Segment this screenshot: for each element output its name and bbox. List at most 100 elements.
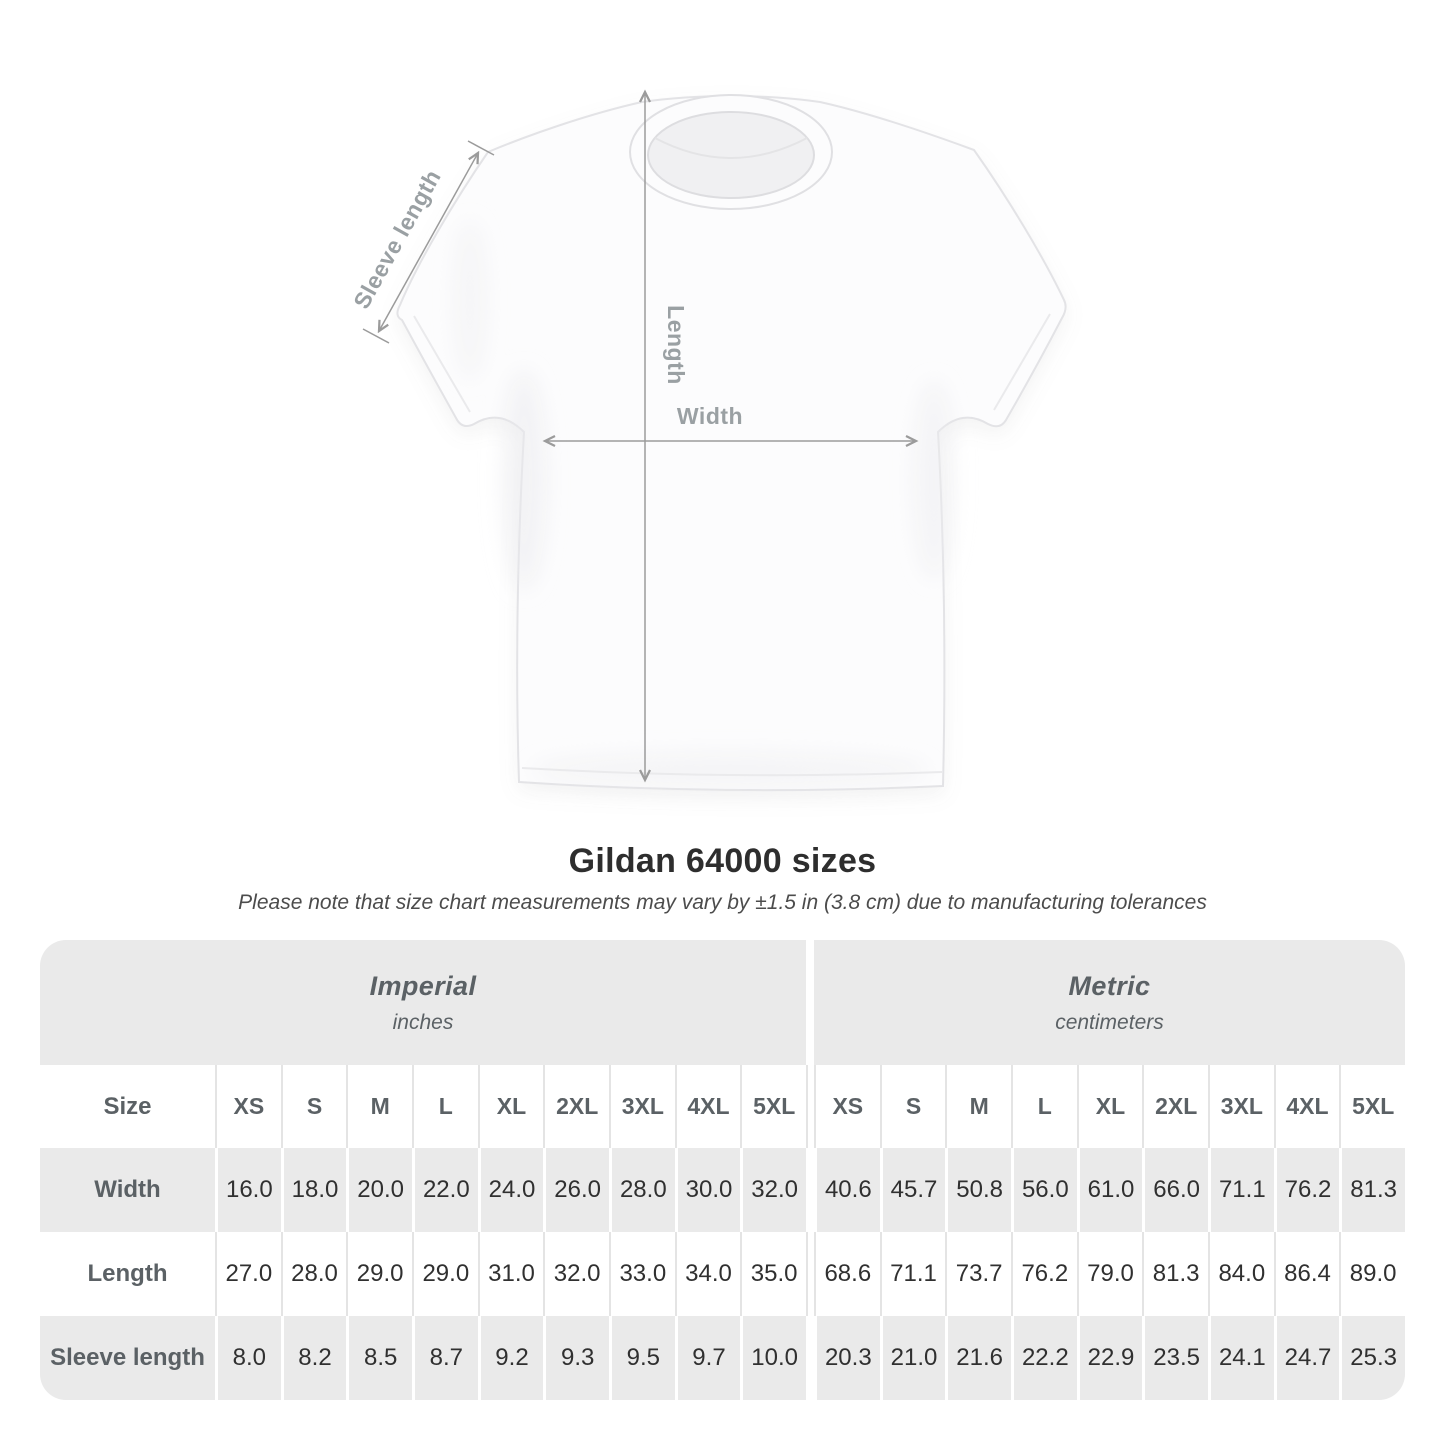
- size-row-label: Size: [40, 1065, 215, 1148]
- value-cell: 68.6: [813, 1232, 880, 1316]
- size-col-header: 5XL: [740, 1065, 806, 1148]
- size-col-header: XS: [813, 1065, 880, 1148]
- value-cell: 9.5: [608, 1316, 675, 1400]
- column-group-gap: [805, 1316, 814, 1400]
- size-col-header: 2XL: [543, 1065, 609, 1148]
- value-cell: 86.4: [1273, 1232, 1340, 1316]
- value-cell: 20.3: [813, 1316, 880, 1400]
- group-header-imperial: Imperial inches: [40, 940, 806, 1065]
- value-cell: 33.0: [608, 1232, 675, 1316]
- value-cell: 66.0: [1142, 1148, 1208, 1232]
- value-cell: 31.0: [477, 1232, 544, 1316]
- group-header-metric: Metric centimeters: [813, 940, 1405, 1065]
- size-col-header: 4XL: [674, 1065, 741, 1148]
- page-title: Gildan 64000 sizes: [568, 842, 877, 880]
- imperial-group-unit: inches: [392, 1010, 454, 1034]
- metric-group-unit: centimeters: [1055, 1010, 1164, 1034]
- sleeve-length-arrow: [379, 153, 478, 331]
- group-header-gap: [805, 940, 814, 1065]
- size-col-header: L: [1010, 1065, 1077, 1148]
- value-cell: 24.0: [477, 1148, 544, 1232]
- size-col-header: 3XL: [1207, 1065, 1274, 1148]
- value-cell: 61.0: [1076, 1148, 1143, 1232]
- imperial-group-title: Imperial: [369, 970, 477, 1001]
- measurement-annotations: [362, 92, 916, 780]
- size-table: Imperial inches Metric centimeters Size X…: [40, 940, 1405, 1400]
- tshirt-illustration: [396, 94, 1067, 792]
- value-cell: 71.1: [1207, 1148, 1274, 1232]
- size-col-header: XL: [477, 1065, 544, 1148]
- value-cell: 40.6: [813, 1148, 880, 1232]
- size-col-header: S: [280, 1065, 347, 1148]
- value-cell: 28.0: [280, 1232, 347, 1316]
- value-cell: 79.0: [1076, 1232, 1143, 1316]
- size-col-header: M: [346, 1065, 412, 1148]
- value-cell: 25.3: [1339, 1316, 1405, 1400]
- value-cell: 76.2: [1010, 1232, 1077, 1316]
- value-cell: 8.5: [346, 1316, 412, 1400]
- value-cell: 81.3: [1142, 1232, 1208, 1316]
- value-cell: 16.0: [215, 1148, 281, 1232]
- value-cell: 23.5: [1142, 1316, 1208, 1400]
- value-cell: 9.3: [543, 1316, 609, 1400]
- value-cell: 22.9: [1076, 1316, 1143, 1400]
- tshirt-measurement-diagram: Sleeve length Length Width: [348, 0, 1067, 792]
- value-cell: 9.2: [477, 1316, 544, 1400]
- collar-inner: [647, 111, 815, 199]
- value-cell: 71.1: [879, 1232, 946, 1316]
- length-label: Length: [663, 305, 689, 385]
- value-cell: 73.7: [945, 1232, 1011, 1316]
- value-cell: 21.0: [879, 1316, 946, 1400]
- value-cell: 18.0: [280, 1148, 347, 1232]
- value-cell: 9.7: [674, 1316, 741, 1400]
- right-sleeve-hem: [993, 313, 1051, 411]
- value-cell: 45.7: [879, 1148, 946, 1232]
- column-group-gap: [805, 1065, 814, 1148]
- value-cell: 28.0: [608, 1148, 675, 1232]
- value-cell: 76.2: [1273, 1148, 1340, 1232]
- value-cell: 21.6: [945, 1316, 1011, 1400]
- size-col-header: 2XL: [1142, 1065, 1208, 1148]
- width-label: Width: [677, 403, 743, 429]
- value-cell: 8.7: [411, 1316, 478, 1400]
- size-col-header: 4XL: [1273, 1065, 1340, 1148]
- value-cell: 32.0: [740, 1148, 806, 1232]
- column-group-gap: [805, 1148, 814, 1232]
- value-cell: 81.3: [1339, 1148, 1405, 1232]
- bottom-hem: [521, 767, 943, 777]
- value-cell: 29.0: [411, 1232, 478, 1316]
- size-col-header: M: [945, 1065, 1011, 1148]
- value-cell: 24.7: [1273, 1316, 1340, 1400]
- size-col-header: 5XL: [1339, 1065, 1405, 1148]
- column-group-gap: [805, 1232, 814, 1316]
- value-cell: 27.0: [215, 1232, 281, 1316]
- value-cell: 22.2: [1010, 1316, 1077, 1400]
- size-col-header: S: [879, 1065, 946, 1148]
- value-cell: 56.0: [1010, 1148, 1077, 1232]
- size-col-header: 3XL: [608, 1065, 675, 1148]
- value-cell: 22.0: [411, 1148, 478, 1232]
- sleeve-cap-top: [467, 140, 495, 156]
- collar-back-seam: [654, 137, 808, 159]
- sleeve-cap-bottom: [362, 328, 390, 344]
- value-cell: 20.0: [346, 1148, 412, 1232]
- value-cell: 24.1: [1207, 1316, 1274, 1400]
- value-cell: 84.0: [1207, 1232, 1274, 1316]
- size-col-header: XS: [215, 1065, 281, 1148]
- value-cell: 8.0: [215, 1316, 281, 1400]
- value-cell: 29.0: [346, 1232, 412, 1316]
- size-col-header: XL: [1076, 1065, 1143, 1148]
- value-cell: 26.0: [543, 1148, 609, 1232]
- metric-group-title: Metric: [1068, 970, 1151, 1001]
- row-label: Width: [40, 1148, 215, 1232]
- size-col-header: L: [411, 1065, 478, 1148]
- value-cell: 35.0: [740, 1232, 806, 1316]
- value-cell: 89.0: [1339, 1232, 1405, 1316]
- value-cell: 50.8: [945, 1148, 1011, 1232]
- tolerance-note: Please note that size chart measurements…: [238, 891, 1207, 914]
- value-cell: 32.0: [543, 1232, 609, 1316]
- value-cell: 8.2: [280, 1316, 347, 1400]
- value-cell: 34.0: [674, 1232, 741, 1316]
- value-cell: 30.0: [674, 1148, 741, 1232]
